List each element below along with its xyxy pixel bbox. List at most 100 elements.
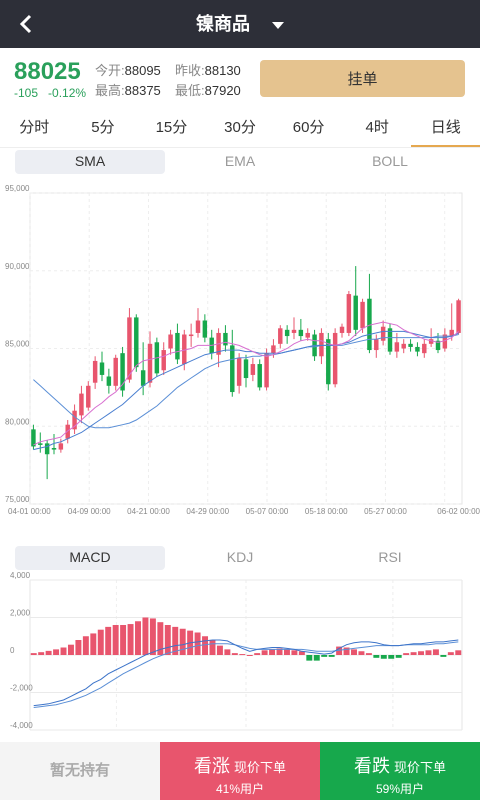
macd-histogram-bar bbox=[67, 644, 74, 655]
tab-60min[interactable]: 60分 bbox=[292, 119, 325, 136]
tab-daily[interactable]: 日线 bbox=[411, 110, 480, 147]
candle-body bbox=[168, 334, 173, 349]
candle-body bbox=[72, 410, 77, 430]
macd-histogram-bar bbox=[365, 653, 372, 655]
macd-histogram-bar bbox=[343, 647, 350, 655]
candle-body bbox=[99, 362, 105, 375]
candle-body bbox=[360, 301, 365, 329]
macd-y-tick-label: 4,000 bbox=[10, 572, 31, 580]
macd-histogram-bar bbox=[261, 650, 268, 655]
macd-histogram-bar bbox=[380, 655, 387, 659]
candle-body bbox=[305, 332, 310, 338]
dea-line bbox=[33, 641, 459, 708]
candle-body bbox=[278, 328, 283, 344]
candle-body bbox=[230, 345, 235, 393]
macd-histogram-bar bbox=[328, 655, 335, 657]
candle-body bbox=[408, 343, 413, 347]
buy-up-users: 41%用户 bbox=[215, 782, 265, 796]
tab-4h[interactable]: 4时 bbox=[365, 119, 389, 136]
bottom-action-bar: 暂无持有 看涨 现价下单 41%用户 看跌 现价下单 59%用户 bbox=[0, 742, 480, 800]
candle-body bbox=[182, 334, 187, 365]
low-stat: 最低:87920 bbox=[175, 80, 241, 99]
low-label: 最低: bbox=[175, 83, 205, 98]
y-tick-label: 80,000 bbox=[5, 417, 30, 426]
macd-histogram-bar bbox=[53, 649, 60, 655]
candle-body bbox=[147, 343, 153, 383]
candle-body bbox=[353, 295, 358, 330]
buy-down-button[interactable]: 看跌 现价下单 59%用户 bbox=[320, 742, 480, 800]
candle-body bbox=[264, 353, 269, 388]
y-tick-label: 85,000 bbox=[5, 340, 30, 349]
macd-histogram-bar bbox=[120, 625, 127, 655]
candle-body bbox=[456, 300, 461, 333]
prev-close-value: 88130 bbox=[204, 63, 241, 78]
tab-ema[interactable]: EMA bbox=[224, 153, 256, 169]
y-tick-label: 95,000 bbox=[5, 184, 30, 193]
macd-histogram-bar bbox=[97, 629, 104, 655]
macd-histogram-bar bbox=[75, 640, 82, 655]
open-stat: 今开:88095 bbox=[95, 60, 161, 79]
macd-histogram-bar bbox=[90, 633, 97, 655]
back-arrow-icon bbox=[19, 14, 32, 34]
macd-y-tick-label: 2,000 bbox=[10, 609, 31, 618]
macd-histogram-bar bbox=[276, 648, 283, 655]
candle-body bbox=[380, 326, 386, 341]
tab-rsi[interactable]: RSI bbox=[378, 549, 402, 565]
macd-histogram-bar bbox=[216, 645, 223, 655]
tab-macd[interactable]: MACD bbox=[15, 546, 165, 570]
candle-body bbox=[435, 340, 441, 351]
macd-histogram-bar bbox=[30, 653, 37, 655]
macd-histogram-bar bbox=[373, 655, 380, 658]
tab-sma[interactable]: SMA bbox=[15, 150, 165, 174]
candle-body bbox=[44, 443, 50, 455]
candle-body bbox=[86, 385, 91, 408]
tab-15min[interactable]: 15分 bbox=[155, 119, 188, 136]
candle-body bbox=[120, 353, 125, 391]
tab-5min[interactable]: 5分 bbox=[91, 119, 115, 136]
macd-histogram-bar bbox=[291, 650, 298, 655]
macd-histogram-bar bbox=[455, 650, 462, 655]
candle-body bbox=[223, 332, 228, 346]
candle-body bbox=[442, 334, 448, 349]
macd-histogram-bar bbox=[313, 655, 320, 661]
macd-histogram-bar bbox=[410, 652, 417, 655]
period-tabs: 分时 5分 15分 30分 60分 4时 日线 bbox=[0, 110, 480, 148]
tab-timeshare[interactable]: 分时 bbox=[19, 119, 50, 136]
dif-line bbox=[33, 639, 459, 707]
candle-body bbox=[422, 343, 427, 354]
tab-kdj[interactable]: KDJ bbox=[226, 549, 254, 565]
candle-body bbox=[298, 329, 304, 337]
macd-histogram-bar bbox=[321, 655, 328, 657]
buy-down-sub: 现价下单 bbox=[393, 760, 446, 775]
candle-body bbox=[106, 376, 112, 386]
tab-30min[interactable]: 30分 bbox=[224, 119, 256, 136]
tab-boll[interactable]: BOLL bbox=[372, 153, 408, 169]
candle-body bbox=[188, 334, 194, 337]
macd-histogram-bar bbox=[388, 655, 395, 659]
sma-fast-line bbox=[33, 321, 459, 446]
candle-body bbox=[140, 370, 146, 386]
macd-y-tick-label: 0 bbox=[10, 646, 15, 655]
buy-down-label: 看跌 bbox=[353, 756, 390, 776]
candle-body bbox=[271, 345, 276, 354]
back-button[interactable] bbox=[10, 8, 42, 40]
x-tick-label: 04-21 00:00 bbox=[127, 507, 170, 516]
candlestick-chart[interactable]: 95,000 90,000 85,000 80,000 75,000 04-01 00:0… bbox=[0, 176, 480, 521]
pending-order-button[interactable]: 挂单 bbox=[260, 60, 465, 97]
sma-slow-line bbox=[33, 334, 459, 429]
macd-y-tick-label: -4,000 bbox=[10, 721, 33, 730]
last-price: 88025 bbox=[14, 58, 81, 85]
buy-up-button[interactable]: 看涨 现价下单 41%用户 bbox=[160, 742, 320, 800]
candle-body bbox=[367, 298, 372, 351]
product-selector[interactable]: 镍商品 bbox=[0, 0, 480, 48]
macd-histogram-bar bbox=[418, 651, 425, 655]
macd-histogram-bar bbox=[269, 649, 276, 655]
x-tick-label: 05-18 00:00 bbox=[305, 507, 348, 516]
candle-body bbox=[51, 448, 57, 450]
macd-histogram-bar bbox=[447, 652, 454, 655]
high-stat: 最高:88375 bbox=[95, 80, 161, 99]
candle-body bbox=[92, 360, 98, 383]
change-value: -105 bbox=[14, 86, 39, 100]
macd-histogram-bar bbox=[231, 653, 238, 655]
macd-chart[interactable]: 4,000 2,000 0 -2,000 -4,000 bbox=[0, 572, 480, 742]
